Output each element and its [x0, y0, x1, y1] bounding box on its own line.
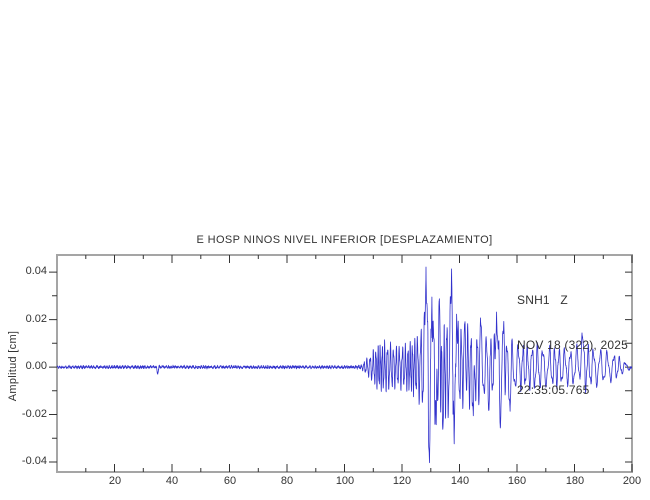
x-tick-label: 40 [165, 475, 179, 487]
event-start-time-label: 22:35:05.765 [517, 383, 590, 397]
station-channel-label: SNH1 Z [517, 293, 568, 307]
x-tick-label: 80 [280, 475, 294, 487]
event-date-label: NOV 18 (322), 2025 [517, 338, 628, 352]
y-tick-label: 0.04 [25, 265, 47, 277]
axis-ticks [49, 255, 633, 472]
x-tick-label: 140 [450, 475, 470, 487]
x-tick-label: 180 [565, 475, 585, 487]
y-tick-label: -0.04 [21, 455, 47, 467]
x-tick-label: 120 [392, 475, 412, 487]
waveform-trace [57, 266, 632, 464]
y-tick-label: 0.02 [25, 313, 47, 325]
x-tick-label: 160 [507, 475, 527, 487]
y-tick-label: -0.02 [21, 408, 47, 420]
x-tick-label: 60 [223, 475, 237, 487]
x-tick-label: 200 [622, 475, 642, 487]
x-tick-label: 100 [335, 475, 355, 487]
chart-title: E HOSP NINOS NIVEL INFERIOR [DESPLAZAMIE… [196, 234, 493, 246]
station-info-block: SNH1 Z NOV 18 (322), 2025 22:35:05.765 [517, 263, 628, 428]
x-tick-label: 20 [108, 475, 122, 487]
y-tick-label: 0.00 [25, 360, 47, 372]
